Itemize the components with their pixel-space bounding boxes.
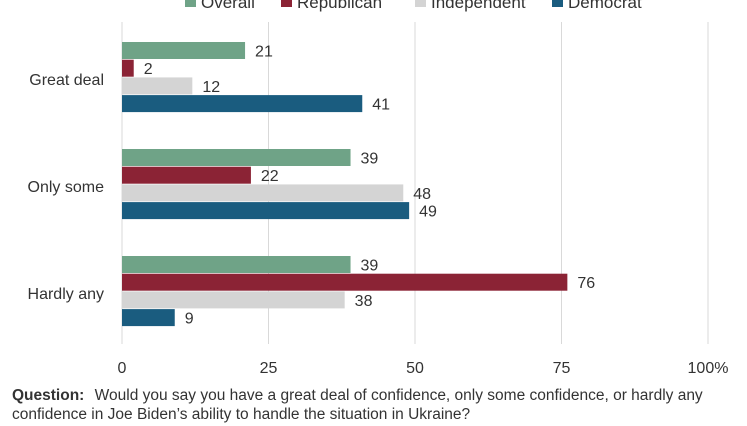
- legend-swatch-independent: [415, 0, 426, 7]
- x-tick-label: 100%: [688, 360, 729, 377]
- category-label-hardly-any: Hardly any: [28, 286, 104, 303]
- bar-only-some-overall: [122, 149, 351, 166]
- legend-swatch-democrat: [552, 0, 563, 7]
- bar-chart: Overall Republican Independent Democrat Gre…: [28, 0, 729, 377]
- bar-hardly-any-independent: [122, 291, 345, 309]
- category-label-great-deal: Great deal: [29, 72, 104, 89]
- x-tick-label: 0: [118, 360, 127, 377]
- x-tick-label: 50: [406, 360, 424, 377]
- data-label-only-some-republican: 22: [261, 168, 279, 185]
- bar-only-some-democrat: [122, 202, 410, 220]
- category-label-only-some: Only some: [28, 179, 105, 196]
- bar-great-deal-overall: [122, 42, 246, 59]
- bar-great-deal-independent: [122, 77, 193, 95]
- data-label-great-deal-democrat: 41: [372, 97, 390, 114]
- bar-hardly-any-overall: [122, 256, 351, 273]
- legend-label-independent: Independent: [431, 0, 526, 12]
- legend-label-republican: Republican: [297, 0, 382, 12]
- x-tick-label: 75: [553, 360, 571, 377]
- question-note: Question: Would you say you have a great…: [12, 386, 737, 424]
- data-label-great-deal-republican: 2: [144, 61, 153, 78]
- bar-great-deal-republican: [122, 59, 134, 77]
- question-text: Would you say you have a great deal of c…: [12, 387, 703, 423]
- bar-only-some-republican: [122, 166, 251, 184]
- legend-label-overall: Overall: [201, 0, 255, 12]
- category-labels: Great deal Only some Hardly any: [28, 72, 105, 303]
- x-axis-ticks: 0 25 50 75 100%: [118, 360, 729, 377]
- data-label-hardly-any-overall: 39: [361, 258, 379, 275]
- legend-swatch-republican: [281, 0, 292, 7]
- bar-hardly-any-republican: [122, 273, 568, 291]
- data-label-great-deal-overall: 21: [255, 44, 273, 61]
- data-label-only-some-independent: 48: [413, 186, 431, 203]
- data-label-only-some-overall: 39: [361, 151, 379, 168]
- question-label: Question:: [12, 387, 85, 404]
- bar-hardly-any-democrat: [122, 309, 175, 327]
- legend-swatch-overall: [185, 0, 196, 7]
- bar-only-some-independent: [122, 184, 404, 202]
- data-label-hardly-any-republican: 76: [577, 275, 595, 292]
- legend: Overall Republican Independent Democrat: [185, 0, 642, 12]
- bar-great-deal-democrat: [122, 95, 363, 113]
- data-label-hardly-any-democrat: 9: [185, 311, 194, 328]
- data-label-only-some-democrat: 49: [419, 204, 437, 221]
- data-label-great-deal-independent: 12: [202, 79, 220, 96]
- x-tick-label: 25: [260, 360, 278, 377]
- data-label-hardly-any-independent: 38: [355, 293, 373, 310]
- bars: [122, 42, 568, 327]
- legend-label-democrat: Democrat: [568, 0, 642, 12]
